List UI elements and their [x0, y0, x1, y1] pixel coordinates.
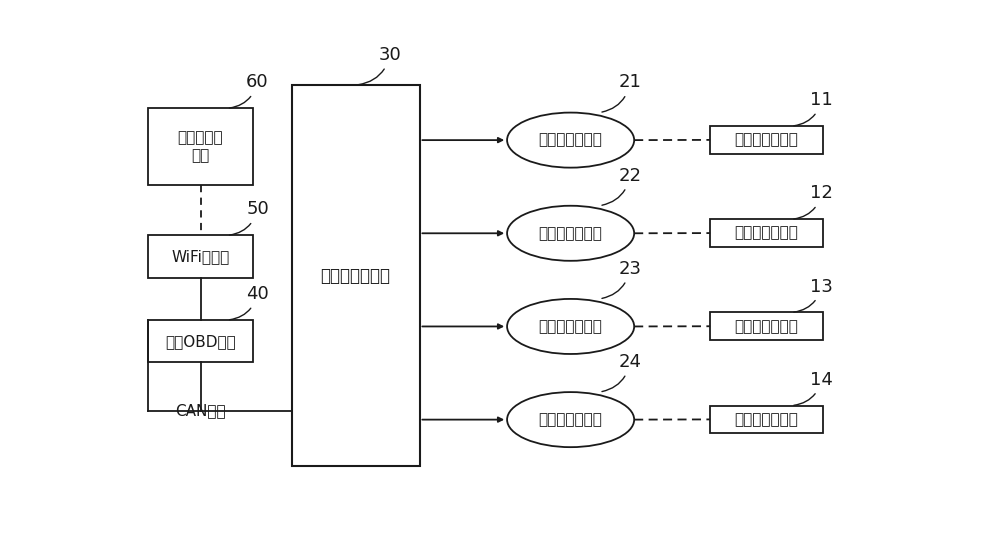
Text: 40: 40: [229, 285, 269, 320]
Text: 11: 11: [794, 91, 833, 126]
Text: 13: 13: [794, 278, 833, 312]
Text: CAN网络: CAN网络: [175, 404, 225, 419]
Text: 右后低频触发器: 右后低频触发器: [539, 412, 603, 427]
Ellipse shape: [507, 113, 634, 168]
FancyBboxPatch shape: [710, 126, 822, 153]
Text: 21: 21: [602, 73, 641, 112]
Text: 手持式标定
设备: 手持式标定 设备: [178, 130, 223, 163]
FancyBboxPatch shape: [148, 108, 253, 185]
Ellipse shape: [507, 206, 634, 261]
Ellipse shape: [507, 299, 634, 354]
Text: 60: 60: [229, 73, 269, 108]
Text: 汽车OBD接口: 汽车OBD接口: [165, 334, 236, 349]
Text: 右后胎压传感器: 右后胎压传感器: [734, 412, 798, 427]
FancyBboxPatch shape: [710, 406, 822, 433]
Text: 左前低频触发器: 左前低频触发器: [539, 133, 603, 147]
Text: 22: 22: [602, 167, 642, 205]
Text: 右前胎压传感器: 右前胎压传感器: [734, 226, 798, 240]
FancyBboxPatch shape: [710, 312, 822, 340]
Text: 右前低频触发器: 右前低频触发器: [539, 226, 603, 241]
Text: 23: 23: [602, 260, 642, 299]
Text: 14: 14: [794, 371, 833, 405]
Text: 12: 12: [794, 184, 833, 219]
FancyBboxPatch shape: [292, 85, 420, 466]
FancyBboxPatch shape: [710, 219, 822, 247]
FancyBboxPatch shape: [148, 320, 253, 362]
Text: 50: 50: [229, 200, 269, 235]
FancyBboxPatch shape: [148, 235, 253, 278]
Ellipse shape: [507, 392, 634, 447]
Text: 24: 24: [602, 353, 642, 392]
Text: 胎压监测控制器: 胎压监测控制器: [321, 267, 391, 285]
Text: WiFi连接器: WiFi连接器: [171, 249, 230, 264]
Text: 左后胎压传感器: 左后胎压传感器: [734, 319, 798, 334]
Text: 30: 30: [358, 46, 402, 85]
Text: 左前胎压传感器: 左前胎压传感器: [734, 133, 798, 147]
Text: 左后低频触发器: 左后低频触发器: [539, 319, 603, 334]
